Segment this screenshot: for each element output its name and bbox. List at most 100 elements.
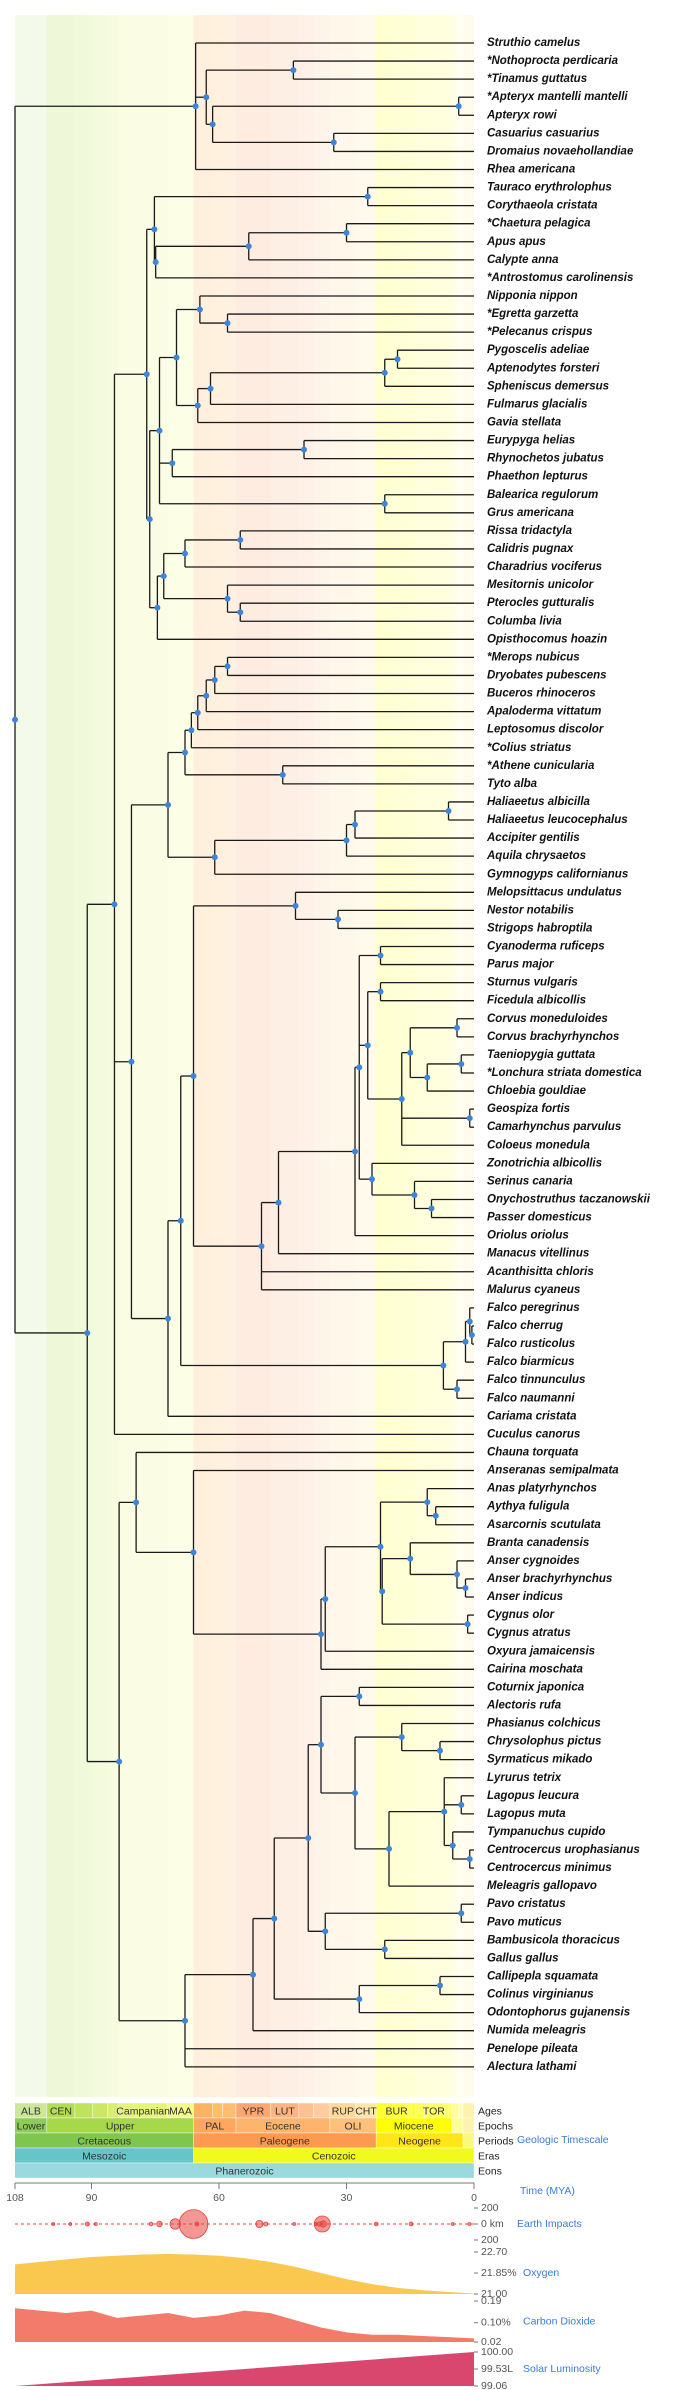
taxon-label: Ficedula albicollis bbox=[487, 995, 586, 1007]
taxon-label: Columba livia bbox=[487, 615, 562, 627]
timescale-label: Neogene bbox=[398, 2135, 441, 2147]
taxon-label: Bambusicola thoracicus bbox=[487, 1934, 620, 1946]
timescale-label: OLI bbox=[345, 2120, 362, 2132]
impact bbox=[84, 2221, 90, 2227]
taxon-label: Centrocercus urophasianus bbox=[487, 1844, 640, 1856]
node bbox=[330, 139, 337, 146]
row-name: Epochs bbox=[478, 2120, 513, 2132]
taxon-label: Apus apus bbox=[486, 236, 546, 248]
taxon-label: Falco cherrug bbox=[487, 1320, 563, 1332]
area bbox=[15, 2352, 474, 2386]
taxon-label: Fulmarus glacialis bbox=[487, 398, 587, 410]
row-name: Eons bbox=[478, 2165, 502, 2177]
background-band bbox=[222, 15, 236, 2097]
taxon-label: Falco naumanni bbox=[487, 1392, 575, 1404]
taxon-label: Tympanuchus cupido bbox=[487, 1826, 605, 1838]
node bbox=[356, 1064, 363, 1071]
taxon-label: Anseranas semipalmata bbox=[486, 1465, 619, 1477]
taxon-label: Corythaeola cristata bbox=[487, 200, 598, 212]
node bbox=[322, 1595, 329, 1602]
timescale-label: Eocene bbox=[265, 2120, 301, 2132]
timescale-rows bbox=[15, 2102, 474, 2179]
timescale-band bbox=[462, 2132, 474, 2149]
taxon-label: Anser brachyrhynchus bbox=[486, 1573, 612, 1585]
taxon-label: Cairina moschata bbox=[487, 1663, 583, 1675]
taxon-label: Serinus canaria bbox=[487, 1175, 573, 1187]
node bbox=[165, 1315, 171, 1322]
taxon-label: Onychostruthus taczanowskii bbox=[487, 1194, 651, 1206]
taxon-label: Branta canadensis bbox=[487, 1537, 589, 1549]
node bbox=[468, 1332, 475, 1339]
node bbox=[12, 716, 18, 723]
node bbox=[116, 1758, 123, 1765]
taxon-label: Taeniopygia guttata bbox=[487, 1049, 596, 1061]
taxon-label: Anser cygnoides bbox=[486, 1555, 580, 1567]
node bbox=[437, 1982, 443, 1989]
timescale-label: PAL bbox=[205, 2120, 224, 2132]
timescale-band bbox=[313, 2102, 331, 2119]
background-band bbox=[15, 15, 47, 2097]
timescale-band bbox=[451, 2102, 459, 2119]
background-band bbox=[415, 15, 425, 2097]
node bbox=[424, 1499, 431, 1506]
y-tick-label: 0.10% bbox=[481, 2316, 511, 2328]
node bbox=[258, 1243, 265, 1250]
row-name: Ages bbox=[478, 2105, 502, 2117]
node bbox=[464, 1621, 471, 1628]
taxon-label: Gavia stellata bbox=[487, 417, 562, 429]
taxon-label: Aquila chrysaetos bbox=[486, 850, 586, 862]
timescale-band bbox=[211, 2102, 223, 2119]
timescale-label: Phanerozoic bbox=[215, 2165, 273, 2177]
y-tick-label: 21.85% bbox=[481, 2267, 517, 2279]
taxon-label: Buceros rhinoceros bbox=[487, 688, 596, 700]
background-band bbox=[451, 15, 459, 2097]
taxon-label: Falco rusticolus bbox=[487, 1338, 575, 1350]
taxon-label: Balearica regulorum bbox=[487, 489, 598, 501]
node bbox=[301, 446, 307, 453]
node bbox=[192, 103, 199, 110]
node bbox=[203, 94, 210, 101]
node bbox=[275, 1199, 282, 1206]
node bbox=[441, 1808, 448, 1815]
taxon-label: *Lonchura striata domestica bbox=[487, 1067, 642, 1079]
taxon-label: Aptenodytes forsteri bbox=[486, 362, 600, 374]
node bbox=[411, 1191, 418, 1198]
taxon-label: *Merops nubicus bbox=[487, 651, 580, 663]
node bbox=[182, 550, 188, 557]
timescale-label: RUP bbox=[332, 2105, 354, 2117]
node bbox=[377, 988, 384, 995]
taxon-label: Charadrius vociferus bbox=[487, 561, 602, 573]
taxon-label: Alectura lathami bbox=[486, 2061, 577, 2073]
taxon-label: Parus major bbox=[487, 959, 554, 971]
node bbox=[194, 402, 201, 409]
taxon-label: Apaloderma vittatum bbox=[486, 706, 601, 718]
node bbox=[462, 1338, 469, 1345]
node bbox=[407, 1049, 414, 1056]
taxon-label: Sturnus vulgaris bbox=[487, 977, 578, 989]
node bbox=[250, 1971, 256, 1978]
node bbox=[224, 595, 231, 602]
taxon-label: *Athene cunicularia bbox=[487, 760, 595, 772]
taxon-label: Dromaius novaehollandiae bbox=[487, 145, 634, 157]
timescale-label: MAA bbox=[169, 2105, 192, 2117]
background-band bbox=[118, 15, 168, 2097]
timescale-band bbox=[298, 2102, 314, 2119]
timescale-label: Lower bbox=[17, 2120, 46, 2132]
y-tick-label: 99.53L bbox=[481, 2363, 513, 2375]
taxon-label: Meleagris gallopavo bbox=[487, 1880, 597, 1892]
node bbox=[458, 1801, 465, 1808]
taxon-label: Gallus gallus bbox=[487, 1952, 559, 1964]
node bbox=[165, 801, 171, 808]
taxon-label: Odontophorus gujanensis bbox=[487, 2007, 630, 2019]
taxon-label: Struthio camelus bbox=[487, 37, 580, 49]
taxon-label: Pavo cristatus bbox=[487, 1898, 566, 1910]
taxon-label: Opisthocomus hoazin bbox=[487, 633, 607, 645]
node bbox=[111, 901, 118, 908]
node bbox=[292, 902, 299, 909]
taxon-label: Chauna torquata bbox=[487, 1446, 579, 1458]
node bbox=[379, 1588, 386, 1595]
tree: Struthio camelus *Nothoprocta perdicaria *… bbox=[12, 37, 651, 2073]
background-band bbox=[424, 15, 444, 2097]
y-tick-label: 200 bbox=[481, 2202, 499, 2214]
taxon-label: Phaethon lepturus bbox=[487, 471, 588, 483]
